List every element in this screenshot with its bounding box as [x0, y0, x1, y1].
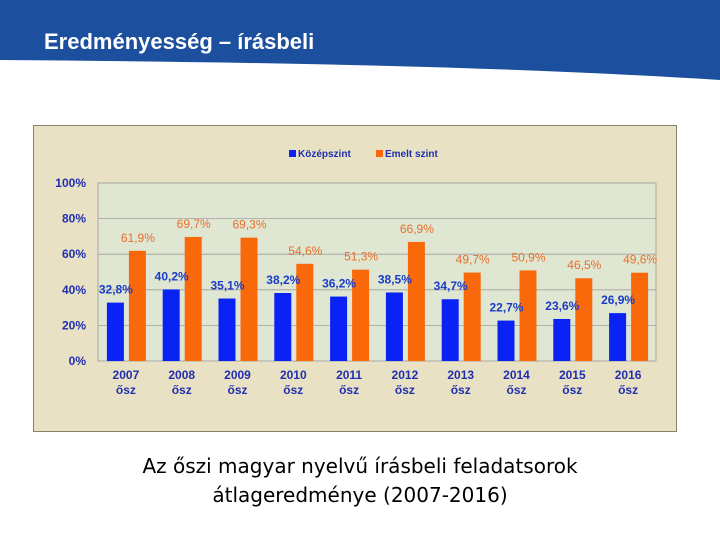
bar-kozepszint [385, 292, 403, 361]
legend-label-emelt: Emelt szint [385, 149, 438, 160]
legend-label-kozepszint: Középszint [298, 149, 351, 160]
data-label-emelt: 66,9% [400, 222, 434, 236]
x-tick-label: ősz [618, 383, 638, 397]
data-label-emelt: 61,9% [121, 231, 155, 245]
bar-kozepszint [553, 318, 571, 361]
legend-swatch-emelt [376, 150, 383, 157]
bar-kozepszint [106, 302, 124, 361]
data-label-emelt: 49,6% [623, 253, 657, 267]
x-tick-label: ősz [506, 383, 526, 397]
title-banner-shape [0, 0, 720, 80]
data-label-kozepszint: 36,2% [322, 277, 356, 291]
x-tick-label: 2009 [224, 368, 251, 382]
y-tick-label: 0% [69, 354, 87, 368]
bar-kozepszint [274, 293, 292, 361]
x-tick-label: ősz [116, 383, 136, 397]
data-label-kozepszint: 38,2% [266, 273, 300, 287]
data-label-kozepszint: 23,6% [545, 299, 579, 313]
x-tick-label: 2011 [336, 368, 362, 382]
data-label-kozepszint: 40,2% [155, 269, 189, 283]
chart-frame: 0% 20% 40% 60% 80% 100% Középszint Emelt szint 3… [33, 125, 677, 432]
bar-emelt [128, 250, 146, 361]
legend-swatch-kozepszint [289, 150, 296, 157]
x-tick-label: ősz [283, 383, 303, 397]
bar-emelt [575, 278, 593, 361]
y-tick-label: 20% [62, 318, 86, 332]
x-tick-label: ősz [227, 383, 247, 397]
bar-emelt [184, 236, 202, 361]
x-tick-label: ősz [451, 383, 471, 397]
bar-emelt [407, 241, 425, 361]
bar-emelt [463, 272, 481, 361]
data-label-emelt: 54,6% [288, 244, 322, 258]
x-tick-label: 2014 [503, 368, 530, 382]
x-tick-label: ősz [395, 383, 415, 397]
x-tick-label: 2016 [615, 368, 642, 382]
bar-kozepszint [218, 298, 236, 361]
y-tick-label: 80% [62, 212, 86, 226]
data-label-kozepszint: 35,1% [210, 279, 244, 293]
bar-chart: 0% 20% 40% 60% 80% 100% Középszint Emelt szint 3… [55, 149, 657, 397]
data-label-kozepszint: 22,7% [489, 301, 523, 315]
x-tick-label: 2015 [559, 368, 586, 382]
data-label-emelt: 69,3% [232, 218, 266, 232]
data-label-emelt: 46,5% [567, 258, 601, 272]
x-tick-label: 2008 [168, 368, 195, 382]
x-tick-label: 2007 [113, 368, 140, 382]
y-tick-label: 60% [62, 247, 86, 261]
bar-kozepszint [441, 299, 459, 361]
bar-kozepszint [162, 289, 180, 361]
y-tick-label: 40% [62, 283, 86, 297]
data-label-kozepszint: 26,9% [601, 293, 635, 307]
data-label-emelt: 49,7% [456, 253, 490, 267]
x-tick-label: 2013 [447, 368, 474, 382]
x-tick-label: 2010 [280, 368, 307, 382]
caption-line-2: átlageredménye (2007-2016) [212, 483, 508, 507]
slide-caption: Az őszi magyar nyelvű írásbeli feladatso… [0, 452, 720, 510]
x-tick-label: ősz [562, 383, 582, 397]
data-label-kozepszint: 32,8% [99, 283, 133, 297]
bar-emelt [240, 237, 258, 361]
data-label-emelt: 51,3% [344, 250, 378, 264]
bar-emelt [352, 269, 370, 361]
data-label-kozepszint: 34,7% [434, 279, 468, 293]
y-tick-label: 100% [55, 176, 86, 190]
data-label-kozepszint: 38,5% [378, 272, 412, 286]
bar-kozepszint [330, 296, 348, 361]
data-label-emelt: 50,9% [511, 250, 545, 264]
slide-title: Eredményesség – írásbeli [44, 29, 315, 54]
bar-emelt [519, 270, 537, 361]
data-label-emelt: 69,7% [177, 217, 211, 231]
bar-emelt [296, 263, 314, 361]
x-tick-label: ősz [172, 383, 192, 397]
bar-emelt [631, 272, 649, 361]
x-tick-label: ősz [339, 383, 359, 397]
bar-kozepszint [609, 313, 627, 361]
caption-line-1: Az őszi magyar nyelvű írásbeli feladatso… [142, 454, 578, 478]
bar-kozepszint [497, 320, 515, 361]
title-banner [0, 0, 720, 80]
x-tick-label: 2012 [392, 368, 419, 382]
